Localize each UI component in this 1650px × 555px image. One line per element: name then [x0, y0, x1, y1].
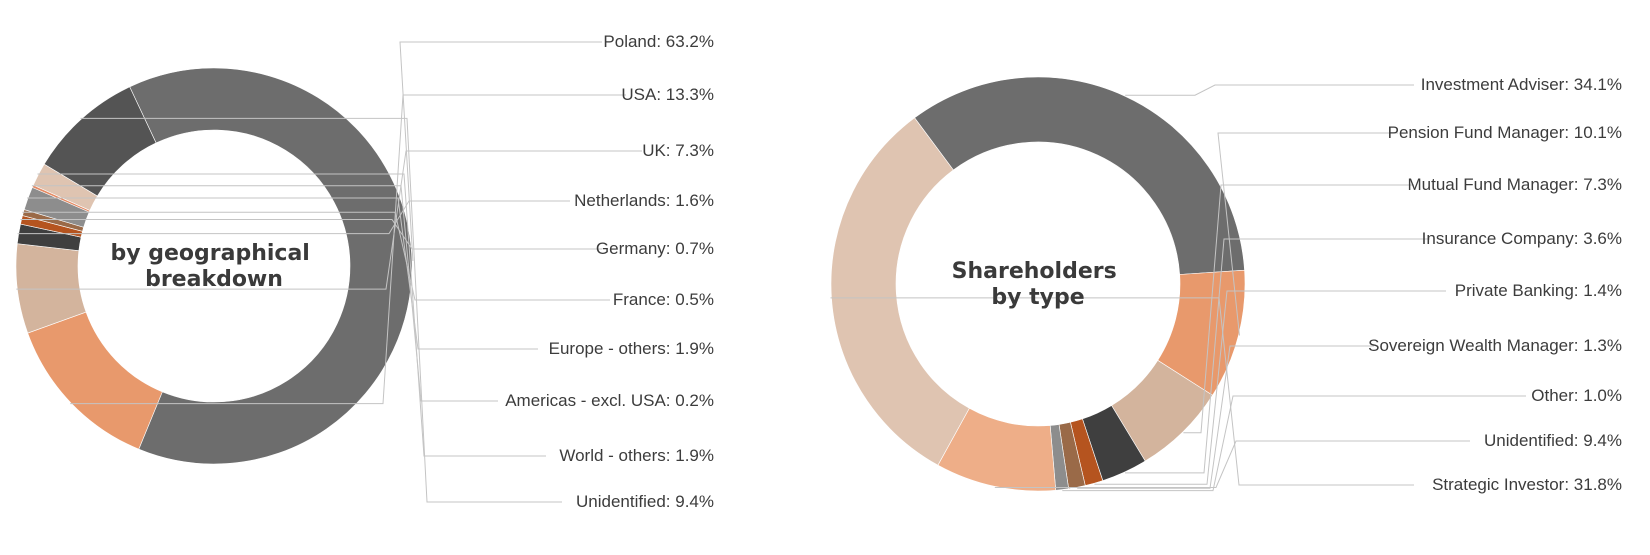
slice-label-mutual-fund-manager: Mutual Fund Manager: 7.3% — [1407, 175, 1622, 194]
geographical-leader-lines — [16, 41, 642, 503]
slice-label-investment-adviser: Investment Adviser: 34.1% — [1421, 75, 1622, 94]
slice-usa — [27, 311, 163, 450]
slice-strategic-investor — [830, 117, 970, 466]
leader-line-usa — [70, 94, 626, 405]
leader-line-europe-others — [27, 197, 538, 350]
slice-label-uk: UK: 7.3% — [642, 141, 714, 160]
slice-label-sovereign-wealth-manager: Sovereign Wealth Manager: 1.3% — [1368, 336, 1622, 355]
leader-line-sovereign-wealth-manager — [1077, 345, 1374, 489]
leader-line-americas-excl-usa — [31, 185, 498, 402]
leader-line-pension-fund-manager — [1217, 132, 1398, 336]
slice-label-insurance-company: Insurance Company: 3.6% — [1422, 229, 1622, 248]
chart-title-line-2: by type — [991, 285, 1084, 310]
slice-investment-adviser — [914, 76, 1245, 275]
slice-label-world-others: World - others: 1.9% — [559, 446, 714, 465]
slice-label-germany: Germany: 0.7% — [596, 239, 714, 258]
slice-label-pension-fund-manager: Pension Fund Manager: 10.1% — [1388, 123, 1622, 142]
geographical-breakdown-donut-chart: Poland: 63.2% USA: 13.3% UK: 7.3% Netherlan… — [15, 32, 714, 511]
chart-title-line-2: breakdown — [145, 267, 283, 292]
type-leader-lines — [830, 84, 1526, 492]
leader-line-netherlands — [17, 200, 570, 235]
slice-label-unidentified: Unidentified: 9.4% — [1484, 431, 1622, 450]
chart-title: Shareholders by type — [952, 259, 1125, 310]
slice-unidentified — [43, 86, 157, 197]
leader-line-france — [22, 211, 610, 301]
slice-label-usa: USA: 13.3% — [621, 85, 714, 104]
leader-line-investment-adviser — [1125, 84, 1414, 96]
leader-line-other — [1062, 395, 1526, 492]
shareholders-by-type-donut-chart: Investment Adviser: 34.1% Pension Fund Ma… — [830, 75, 1622, 494]
leader-line-mutual-fund-manager — [1183, 184, 1414, 434]
leader-line-strategic-investor — [830, 297, 1414, 486]
leader-line-private-banking — [1094, 290, 1446, 485]
geographical-slice-labels: Poland: 63.2% USA: 13.3% UK: 7.3% Netherlan… — [505, 32, 714, 511]
slice-label-other: Other: 1.0% — [1531, 386, 1622, 405]
slice-label-unidentified: Unidentified: 9.4% — [576, 492, 714, 511]
slice-label-netherlands: Netherlands: 1.6% — [574, 191, 714, 210]
slice-label-france: France: 0.5% — [613, 290, 714, 309]
chart-title: by geographical breakdown — [110, 241, 317, 292]
type-slice-labels: Investment Adviser: 34.1% Pension Fund Ma… — [1368, 75, 1622, 494]
leader-line-uk — [16, 150, 642, 290]
slice-label-europe-others: Europe - others: 1.9% — [549, 339, 714, 358]
geographical-donut-slices — [15, 67, 413, 465]
chart-title-line-1: Shareholders — [952, 259, 1117, 284]
slice-label-private-banking: Private Banking: 1.4% — [1455, 281, 1622, 300]
slice-label-poland: Poland: 63.2% — [603, 32, 714, 51]
leader-line-germany — [20, 219, 602, 250]
leader-line-unidentified — [994, 440, 1470, 488]
chart-title-line-1: by geographical — [110, 241, 309, 266]
slice-label-strategic-investor: Strategic Investor: 31.8% — [1432, 475, 1622, 494]
slice-label-americas-excl-usa: Americas - excl. USA: 0.2% — [505, 391, 714, 410]
leader-line-unidentified — [80, 117, 562, 503]
leader-line-world-others — [37, 173, 546, 457]
leader-line-poland — [399, 41, 602, 262]
leader-line-insurance-company — [1125, 238, 1430, 474]
slice-poland — [129, 67, 413, 465]
type-donut-slices — [830, 76, 1246, 492]
